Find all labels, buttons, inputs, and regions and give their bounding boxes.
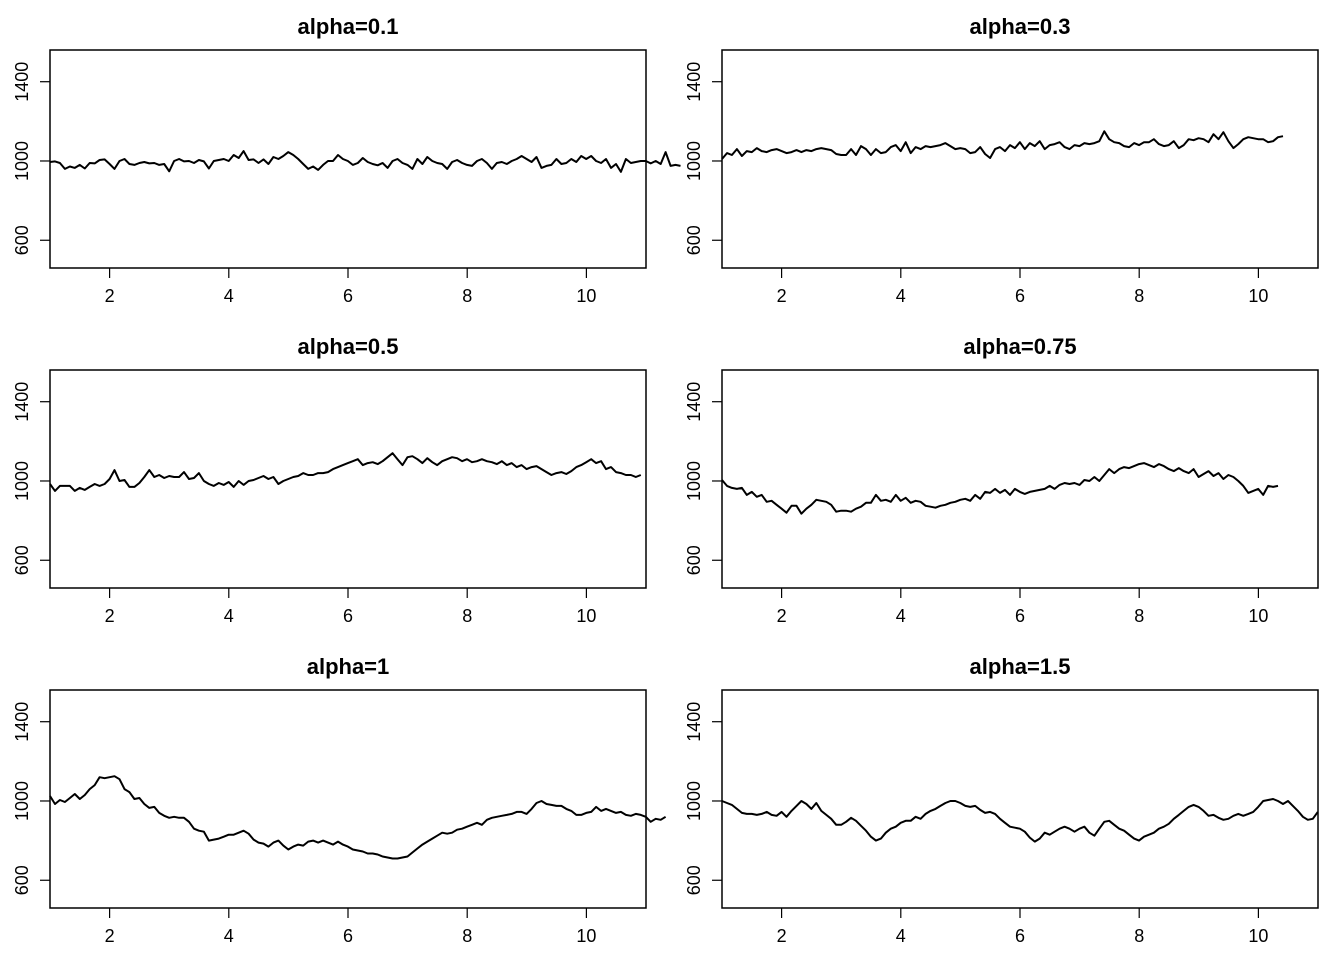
x-tick-label: 8 (1134, 926, 1144, 946)
x-tick-label: 10 (576, 286, 596, 306)
x-tick-label: 4 (224, 606, 234, 626)
y-tick-label: 600 (684, 545, 704, 575)
panel-title: alpha=1.5 (970, 654, 1071, 679)
panel-title: alpha=0.3 (970, 14, 1071, 39)
x-tick-label: 4 (224, 926, 234, 946)
x-tick-label: 4 (896, 286, 906, 306)
plot-frame (49, 369, 647, 589)
plot-frame (721, 689, 1319, 909)
x-tick-label: 8 (462, 606, 472, 626)
y-tick-label: 1000 (12, 781, 32, 821)
y-tick-label: 1000 (12, 141, 32, 181)
panel-title: alpha=0.75 (963, 334, 1076, 359)
panel-6: alpha=1.5 2 4 6 8 10 600 1000 1400 (684, 654, 1319, 946)
series-line (49, 452, 642, 492)
x-tick-label: 8 (462, 926, 472, 946)
x-tick-label: 4 (896, 606, 906, 626)
x-tick-label: 8 (1134, 286, 1144, 306)
x-tick-label: 2 (105, 606, 115, 626)
y-tick-label: 1400 (684, 382, 704, 422)
panel-title: alpha=0.1 (298, 14, 399, 39)
panel-1: alpha=0.1 2 4 6 8 10 600 1000 1400 (12, 14, 681, 306)
y-tick-label: 600 (12, 865, 32, 895)
x-tick-label: 8 (1134, 606, 1144, 626)
y-tick-label: 600 (12, 545, 32, 575)
panel-5: alpha=1 2 4 6 8 10 600 1000 1400 (12, 654, 667, 946)
x-tick-label: 6 (1015, 606, 1025, 626)
series-line (721, 462, 1279, 515)
y-tick-label: 1000 (684, 141, 704, 181)
y-tick-label: 1400 (12, 702, 32, 742)
x-tick-label: 2 (777, 606, 787, 626)
x-tick-label: 10 (576, 926, 596, 946)
x-tick-label: 4 (224, 286, 234, 306)
y-tick-label: 600 (684, 225, 704, 255)
x-tick-label: 4 (896, 926, 906, 946)
panel-4: alpha=0.75 2 4 6 8 10 600 1000 1400 (684, 334, 1319, 626)
y-tick-label: 1000 (684, 781, 704, 821)
x-tick-label: 10 (1248, 926, 1268, 946)
x-tick-label: 2 (777, 286, 787, 306)
x-tick-label: 6 (343, 926, 353, 946)
x-tick-label: 10 (576, 606, 596, 626)
x-tick-label: 6 (1015, 926, 1025, 946)
x-tick-label: 2 (105, 926, 115, 946)
y-tick-label: 1400 (12, 62, 32, 102)
y-tick-label: 600 (684, 865, 704, 895)
x-tick-label: 10 (1248, 286, 1268, 306)
panel-title: alpha=0.5 (298, 334, 399, 359)
y-tick-label: 1400 (684, 702, 704, 742)
x-tick-label: 2 (105, 286, 115, 306)
x-tick-label: 2 (777, 926, 787, 946)
x-tick-label: 6 (343, 606, 353, 626)
series-line (721, 130, 1284, 160)
y-tick-label: 1400 (684, 62, 704, 102)
x-tick-label: 6 (343, 286, 353, 306)
plot-frame (721, 49, 1319, 269)
y-tick-label: 1000 (12, 461, 32, 501)
y-tick-label: 600 (12, 225, 32, 255)
plot-frame (721, 369, 1319, 589)
x-tick-label: 10 (1248, 606, 1268, 626)
y-tick-label: 1000 (684, 461, 704, 501)
panel-3: alpha=0.5 2 4 6 8 10 600 1000 1400 (12, 334, 647, 626)
series-line (49, 150, 681, 173)
panel-title: alpha=1 (307, 654, 390, 679)
series-line (721, 798, 1319, 843)
x-tick-label: 6 (1015, 286, 1025, 306)
panel-2: alpha=0.3 2 4 6 8 10 600 1000 1400 (684, 14, 1319, 306)
series-line (49, 775, 667, 860)
x-tick-label: 8 (462, 286, 472, 306)
y-tick-label: 1400 (12, 382, 32, 422)
